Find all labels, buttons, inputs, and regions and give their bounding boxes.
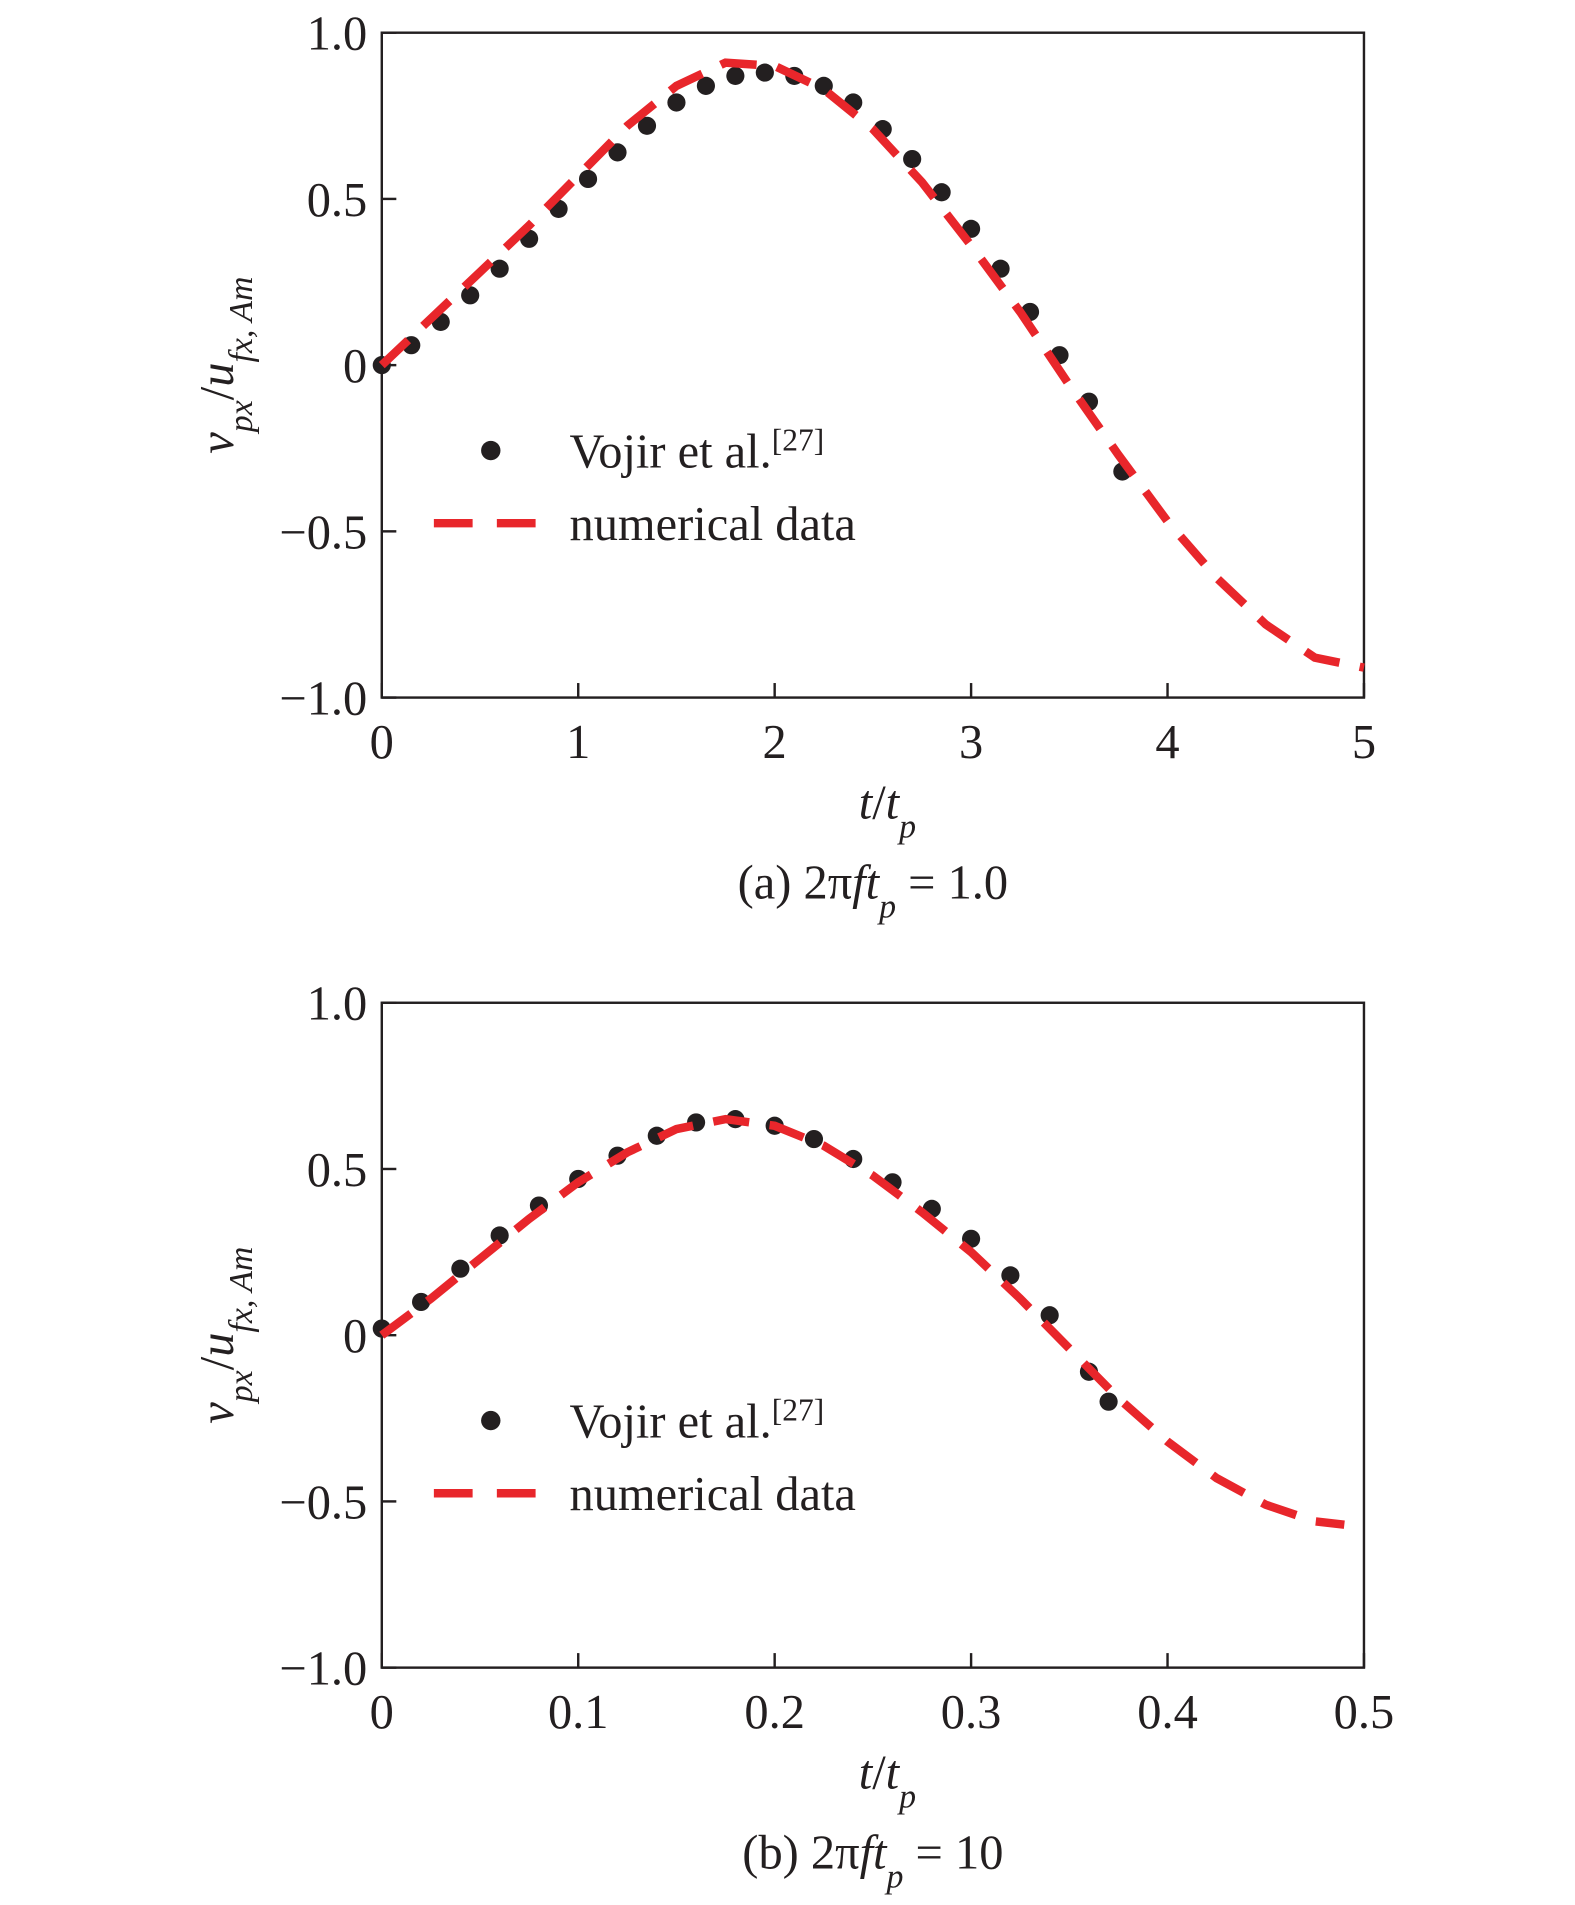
label-part: p <box>897 1778 916 1815</box>
legend-name: Vojir et al. <box>570 425 772 478</box>
legend-reference: [27] <box>772 422 824 457</box>
label-part: p <box>877 888 896 925</box>
label-part: fx, Am <box>222 1247 259 1333</box>
legend-label: Vojir et al.[27] <box>570 422 825 479</box>
label-part: = 1.0 <box>896 857 1008 910</box>
label-part: px <box>222 1370 259 1404</box>
data-line <box>379 1114 1345 1529</box>
x-tick-label: 0.4 <box>1137 1686 1198 1739</box>
y-axis-label: vpx/ufx, Am <box>191 1247 259 1424</box>
label-part: p <box>897 808 916 845</box>
data-point <box>726 66 745 85</box>
label-part: ft <box>852 857 880 910</box>
label-part: v <box>191 432 244 454</box>
label-part: t <box>859 777 874 830</box>
caption: (b) 2πftp = 10 <box>742 1827 1003 1895</box>
data-point <box>1040 1306 1059 1325</box>
y-tick-label: −0.5 <box>279 1476 367 1529</box>
x-tick-label: 0.1 <box>548 1686 609 1739</box>
data-point <box>804 1129 824 1149</box>
legend-name: numerical data <box>570 1468 856 1521</box>
data-point <box>755 63 774 82</box>
data-point <box>490 259 509 278</box>
y-tick-label: 1.0 <box>307 978 368 1031</box>
label-part: / <box>191 1356 244 1370</box>
data-point <box>451 1259 470 1278</box>
label-part: t <box>886 1747 901 1800</box>
x-tick-label: 1 <box>566 716 590 769</box>
data-point <box>461 286 480 305</box>
label-part: / <box>872 1747 886 1800</box>
label-part: / <box>872 777 886 830</box>
y-tick-label: 0.5 <box>307 174 368 227</box>
label-part: fx, Am <box>222 277 259 363</box>
data-point <box>932 183 951 202</box>
data-point <box>608 143 627 162</box>
data-point <box>490 1226 509 1245</box>
label-part: p <box>885 1858 904 1895</box>
y-tick-label: 0.5 <box>307 1144 368 1197</box>
x-tick-label: 0 <box>370 716 394 769</box>
legend-name: numerical data <box>570 498 856 551</box>
x-tick-label: 4 <box>1155 716 1179 769</box>
y-tick-label: −1.0 <box>279 673 367 726</box>
data-point <box>903 149 922 169</box>
y-tick-label: 1.0 <box>307 8 368 61</box>
data-point <box>1099 1392 1118 1411</box>
label-part: t <box>859 1747 874 1800</box>
x-tick-label: 0.2 <box>744 1686 805 1739</box>
label-part: u <box>191 1333 244 1357</box>
legend-name: Vojir et al. <box>570 1396 772 1449</box>
data-line <box>378 58 1365 672</box>
label-part: u <box>191 363 244 387</box>
plot-frame <box>380 1001 1366 1669</box>
x-axis-label: t/tp <box>859 1747 916 1816</box>
data-point <box>1001 1266 1020 1285</box>
data-point <box>814 76 833 95</box>
y-tick-label: −1.0 <box>279 1643 367 1696</box>
data-point <box>696 76 715 95</box>
legend-label: Vojir et al.[27] <box>570 1392 825 1449</box>
label-part: (a) 2π <box>738 857 853 910</box>
label-part: ft <box>860 1827 888 1880</box>
x-axis-label: t/tp <box>859 777 916 846</box>
data-point <box>578 169 598 189</box>
legend-swatch <box>481 1410 501 1431</box>
y-tick-label: −0.5 <box>279 506 367 559</box>
x-tick-label: 0.5 <box>1334 1686 1395 1739</box>
legend-reference: [27] <box>772 1392 824 1427</box>
label-part: = 10 <box>903 1827 1003 1880</box>
label-part: / <box>191 386 244 400</box>
y-axis-label: vpx/ufx, Am <box>191 277 259 454</box>
data-point <box>411 1292 431 1312</box>
y-tick-label: 0 <box>343 340 367 393</box>
x-tick-label: 3 <box>959 716 983 769</box>
legend-label: numerical data <box>570 498 856 551</box>
data-point <box>637 116 657 135</box>
label-part: (b) 2π <box>742 1827 859 1880</box>
x-tick-label: 2 <box>763 716 787 769</box>
x-tick-label: 5 <box>1352 716 1376 769</box>
caption: (a) 2πftp = 1.0 <box>738 857 1009 925</box>
label-part: v <box>191 1402 244 1424</box>
legend-label: numerical data <box>570 1468 856 1521</box>
label-part: px <box>222 400 259 434</box>
y-tick-label: 0 <box>343 1310 367 1363</box>
x-tick-label: 0 <box>370 1686 394 1739</box>
label-part: t <box>886 777 901 830</box>
x-tick-label: 0.3 <box>941 1686 1002 1739</box>
legend-swatch <box>481 440 501 461</box>
data-point <box>667 93 686 112</box>
